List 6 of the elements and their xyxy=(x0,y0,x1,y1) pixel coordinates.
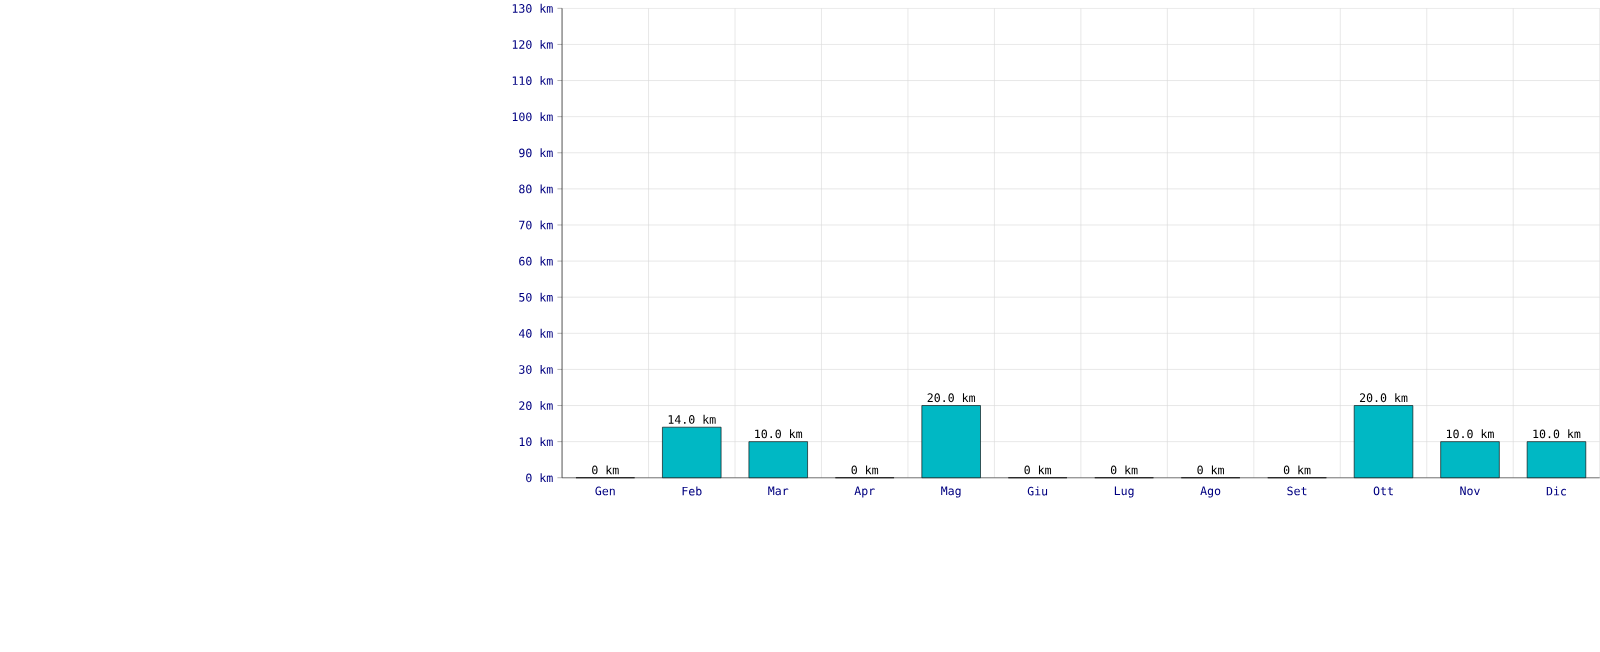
bar xyxy=(748,441,808,479)
bar xyxy=(1526,441,1587,479)
bar xyxy=(1440,441,1500,479)
bar xyxy=(1353,405,1414,479)
bar xyxy=(662,427,722,479)
bar xyxy=(921,405,981,479)
